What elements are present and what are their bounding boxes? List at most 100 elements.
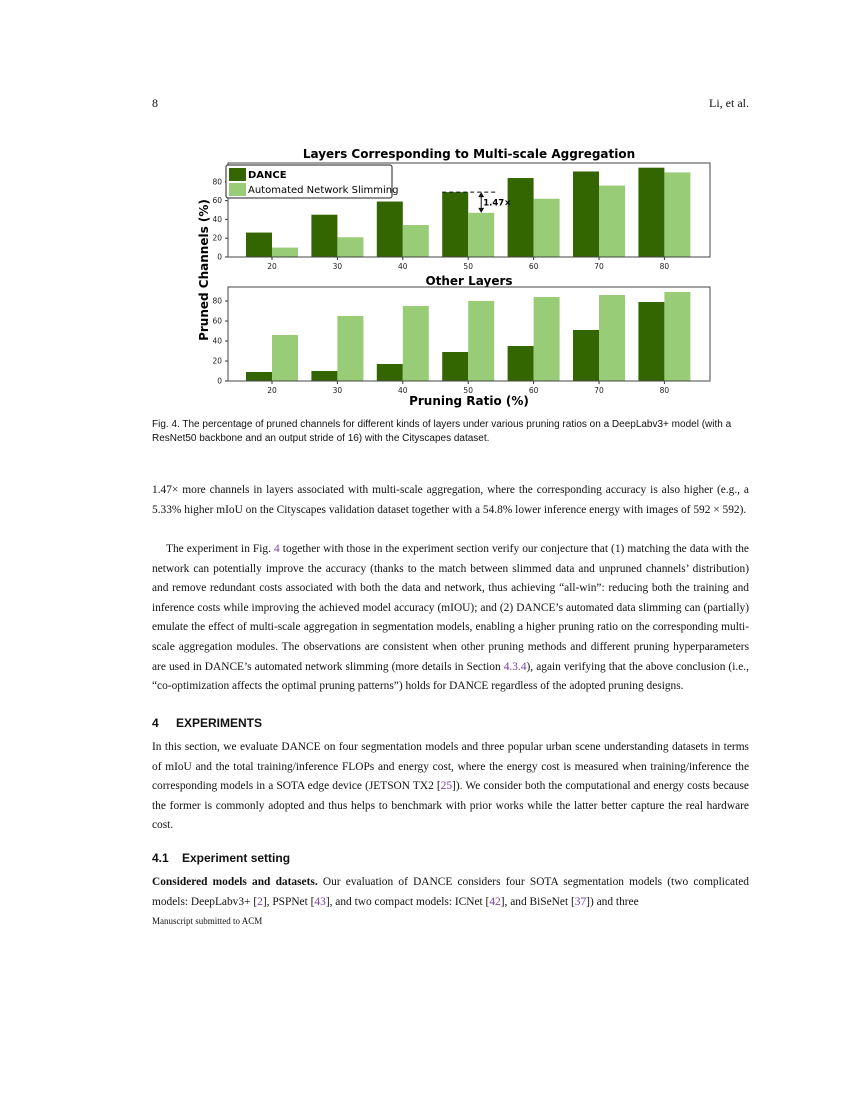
y-tick-label: 40 — [212, 337, 222, 346]
figure-caption: Fig. 4. The percentage of pruned channel… — [152, 419, 732, 444]
bar-dance — [311, 371, 338, 381]
bar-automated-network-slimming — [533, 297, 560, 381]
y-tick-label: 80 — [212, 177, 222, 186]
x-axis-label: Pruning Ratio (%) — [409, 394, 529, 408]
footer: Manuscript submitted to ACM — [152, 916, 263, 926]
chart-title: Other Layers — [425, 274, 512, 288]
text-run: ]) and three — [586, 895, 639, 908]
y-tick-label: 0 — [217, 377, 222, 386]
bar-dance — [376, 201, 403, 257]
bar-dance — [573, 330, 599, 381]
x-tick-label: 70 — [594, 386, 604, 395]
bar-dance — [442, 192, 469, 257]
citation-link[interactable]: 4.3.4 — [503, 660, 527, 673]
text-run: ], PSPNet [ — [262, 895, 315, 908]
citation-link[interactable]: 37 — [574, 895, 587, 908]
legend-box — [225, 164, 393, 199]
bar-automated-network-slimming — [337, 316, 364, 381]
bar-dance — [246, 232, 272, 257]
bar-dance — [638, 302, 665, 381]
subsection-heading: 4.1 Experiment setting — [152, 851, 290, 865]
citation-link[interactable]: 43 — [314, 895, 326, 908]
legend-label: DANCE — [248, 170, 287, 181]
bar-automated-network-slimming — [468, 212, 495, 257]
text-run: ]). We consider both the computational a… — [152, 780, 749, 832]
text-run: ], and two compact models: ICNet [ — [325, 895, 490, 908]
subsection-title: Experiment setting — [182, 851, 291, 865]
citation-link[interactable]: 25 — [440, 780, 453, 793]
text-run: 1.47× more channels in layers associated… — [152, 484, 749, 516]
citation-link[interactable]: 4 — [274, 543, 280, 555]
y-tick-label: 80 — [212, 297, 222, 306]
bar-dance — [638, 167, 665, 257]
bar-automated-network-slimming — [272, 247, 298, 257]
section-heading: 4 EXPERIMENTS — [152, 716, 262, 730]
bar-automated-network-slimming — [664, 172, 691, 257]
legend-swatch — [229, 183, 246, 196]
bar-dance — [507, 178, 534, 257]
text-run: In this section, we evaluate DANCE on fo… — [152, 741, 749, 793]
x-tick-label: 20 — [267, 262, 277, 271]
running-header: Li, et al. — [709, 96, 749, 110]
x-tick-label: 50 — [463, 262, 473, 271]
bar-dance — [311, 214, 338, 257]
paragraph: Considered models and datasets. Our eval… — [152, 873, 749, 912]
subsection-number: 4.1 — [152, 851, 169, 865]
x-tick-label: 30 — [333, 386, 343, 395]
bar-automated-network-slimming — [468, 301, 495, 381]
x-tick-label: 30 — [333, 262, 343, 271]
bar-automated-network-slimming — [599, 185, 625, 257]
bar-dance — [573, 171, 599, 257]
chart-title: Layers Corresponding to Multi-scale Aggr… — [303, 147, 635, 161]
x-tick-label: 80 — [660, 262, 670, 271]
paragraph: 1.47× more channels in layers associated… — [152, 481, 749, 520]
citation-link[interactable]: 2 — [257, 895, 263, 908]
y-tick-label: 20 — [212, 234, 222, 243]
figure-4-chart: Pruned Channels (%) Pruning Ratio (%) La… — [197, 147, 711, 408]
page-number: 8 — [152, 96, 158, 110]
text-run: together with those in the experiment se… — [152, 543, 749, 673]
x-tick-label: 40 — [398, 386, 408, 395]
citation-link[interactable]: 42 — [489, 895, 501, 908]
bar-dance — [246, 372, 272, 381]
bar-dance — [507, 346, 534, 381]
x-tick-label: 70 — [594, 262, 604, 271]
arrowhead-up-icon — [478, 192, 485, 198]
run-in-heading: Considered models and datasets. — [152, 876, 318, 888]
paragraph: The experiment in Fig. 4 together with t… — [152, 540, 749, 697]
legend-label: Automated Network Slimming — [248, 185, 398, 196]
y-axis-label: Pruned Channels (%) — [197, 199, 211, 341]
arrowhead-down-icon — [478, 207, 485, 213]
y-tick-label: 60 — [212, 196, 222, 205]
bar-dance — [442, 352, 469, 381]
text-run: ), again verifying that the above conclu… — [152, 660, 749, 693]
bar-dance — [376, 364, 403, 381]
text-run: ], and BiSeNet [ — [500, 895, 575, 908]
bar-automated-network-slimming — [272, 335, 298, 381]
text-run: Our evaluation of DANCE considers four S… — [152, 876, 749, 908]
bar-automated-network-slimming — [533, 198, 560, 257]
bar-automated-network-slimming — [599, 295, 625, 381]
y-tick-label: 0 — [217, 253, 222, 262]
x-tick-label: 80 — [660, 386, 670, 395]
plot-frame — [227, 286, 711, 382]
bar-automated-network-slimming — [402, 225, 429, 257]
bar-automated-network-slimming — [402, 306, 429, 381]
paragraph: In this section, we evaluate DANCE on fo… — [152, 738, 749, 836]
plot-frame — [227, 162, 711, 258]
legend-swatch — [229, 168, 246, 181]
y-tick-label: 40 — [212, 215, 222, 224]
x-tick-label: 60 — [529, 386, 539, 395]
x-tick-label: 60 — [529, 262, 539, 271]
section-number: 4 — [152, 716, 159, 730]
x-tick-label: 50 — [463, 386, 473, 395]
bar-automated-network-slimming — [337, 237, 364, 257]
y-tick-label: 60 — [212, 317, 222, 326]
annotation-label: 1.47× — [483, 198, 511, 208]
text-run: The experiment in Fig. — [166, 543, 275, 555]
section-title: EXPERIMENTS — [176, 716, 263, 730]
x-tick-label: 20 — [267, 386, 277, 395]
bar-automated-network-slimming — [664, 292, 691, 381]
y-tick-label: 20 — [212, 357, 222, 366]
